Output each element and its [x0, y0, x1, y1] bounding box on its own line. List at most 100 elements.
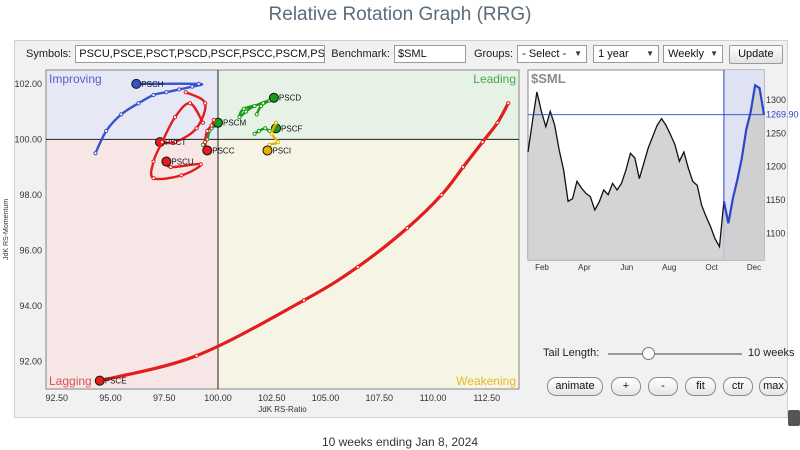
tail-point-psci [273, 120, 279, 125]
price-x-tick-label: Apr [578, 263, 591, 272]
tail-point-psce [480, 140, 485, 145]
head-point-psce [94, 375, 105, 386]
y-tick-label: 98.00 [19, 190, 42, 200]
tail-point-pscu [172, 115, 178, 120]
tail-point-pscc [209, 123, 214, 128]
quadrant-label-leading: Leading [473, 72, 516, 86]
series-label-pscc: PSCC [212, 146, 234, 155]
tail-point-psct [172, 140, 178, 145]
price-x-tick-label: Feb [535, 263, 549, 272]
tail-point-pscd [252, 103, 257, 109]
groups-label: Groups: [473, 48, 514, 60]
tail-point-psce [301, 298, 307, 303]
series-label-pscf: PSCF [281, 124, 302, 133]
groups-select-value: - Select - [522, 48, 567, 60]
period-select[interactable]: 1 year ▼ [593, 45, 660, 63]
y-tick-label: 102.00 [14, 79, 42, 89]
tail-point-pscd [241, 106, 246, 111]
tail-point-psch [151, 92, 156, 98]
toolbar: Symbols: PSCU,PSCE,PSCT,PSCD,PSCF,PSCC,P… [26, 44, 783, 64]
chevron-down-icon: ▼ [646, 49, 655, 58]
price-x-tick-label: Oct [705, 263, 718, 272]
tail-point-psch [93, 151, 98, 156]
zoom-in-button[interactable]: + [611, 377, 641, 396]
tail-point-psch [164, 90, 169, 95]
series-label-psch: PSCH [141, 80, 163, 89]
tail-point-pscd [258, 103, 264, 109]
x-axis-label: JdK RS-Ratio [258, 405, 307, 414]
price-chart-title: $SML [531, 71, 566, 86]
benchmark-input[interactable]: $SML [393, 45, 466, 63]
tail-point-pscu [179, 173, 184, 178]
price-y-tick-label: 1150 [766, 195, 785, 205]
update-button[interactable]: Update [729, 44, 783, 64]
tail-point-psct [203, 101, 208, 106]
symbols-input[interactable]: PSCU,PSCE,PSCT,PSCD,PSCF,PSCC,PSCM,PSCH [75, 45, 326, 63]
quadrant-lagging [46, 139, 218, 389]
benchmark-label: Benchmark: [331, 48, 390, 60]
series-label-psct: PSCT [165, 138, 186, 147]
tail-point-pscf [256, 128, 261, 134]
tail-point-psch [177, 87, 182, 92]
symbols-label: Symbols: [26, 48, 72, 60]
tail-point-psch [136, 101, 141, 106]
y-tick-label: 100.00 [14, 134, 42, 144]
price-y-tick-label: 1100 [766, 228, 785, 238]
tail-point-pscu [200, 120, 206, 125]
tail-point-psci [276, 140, 281, 145]
tail-point-psce [405, 226, 410, 231]
tail-length-slider-thumb[interactable] [642, 347, 656, 360]
animate-button[interactable]: animate [547, 377, 603, 396]
tail-psce [98, 101, 510, 383]
price-y-tick-label: 1300 [766, 95, 786, 105]
tail-point-pscd [243, 109, 249, 114]
tail-point-pscd [254, 112, 259, 117]
x-tick-label: 107.50 [365, 393, 393, 403]
tail-point-pscu [151, 176, 156, 181]
tail-point-pscu [198, 162, 203, 167]
series-label-pscu: PSCU [171, 158, 193, 167]
y-tick-label: 96.00 [19, 245, 42, 255]
tail-length-slider[interactable] [608, 353, 742, 355]
series-label-psci: PSCI [272, 146, 291, 155]
tail-point-psch [104, 128, 109, 134]
price-x-tick-label: Jun [620, 263, 633, 272]
head-point-pscc [202, 145, 213, 156]
price-line [527, 91, 725, 249]
tail-point-psci [269, 131, 274, 136]
tail-point-pscu [160, 140, 165, 145]
quadrant-label-weakening: Weakening [456, 374, 516, 388]
frequency-select[interactable]: Weekly ▼ [663, 45, 724, 63]
x-tick-label: 97.50 [153, 393, 176, 403]
center-button[interactable]: ctr [723, 377, 753, 396]
groups-select[interactable]: - Select - ▼ [517, 45, 588, 63]
tail-length-label: Tail Length: [543, 347, 600, 359]
tail-point-psch [119, 112, 124, 117]
price-y-tick-label: 1250 [766, 128, 786, 138]
tail-point-psch [196, 81, 201, 86]
head-point-pscd [268, 92, 279, 103]
date-range-caption: 10 weeks ending Jan 8, 2024 [321, 435, 479, 449]
quadrant-leading [218, 70, 519, 140]
series-label-psce: PSCE [105, 377, 127, 386]
fit-button[interactable]: fit [685, 377, 716, 396]
zoom-out-button[interactable]: - [648, 377, 678, 396]
chevron-down-icon: ▼ [710, 49, 719, 58]
scroll-handle-icon[interactable] [788, 410, 800, 426]
tail-point-pscu [151, 159, 156, 164]
tail-point-psce [506, 101, 511, 106]
price-x-tick-label: Aug [662, 263, 676, 272]
tail-point-psce [194, 353, 199, 358]
tail-point-pscc [203, 140, 208, 145]
period-select-value: 1 year [598, 48, 629, 60]
frequency-select-value: Weekly [668, 48, 704, 60]
max-button[interactable]: max [759, 377, 788, 396]
tail-point-psct [194, 126, 199, 131]
current-value-label: 1269.90 [766, 110, 799, 120]
tail-point-pscd [237, 115, 242, 120]
tail-point-psct [183, 90, 188, 95]
quadrant-label-lagging: Lagging [49, 374, 92, 388]
price-y-tick-label: 1200 [766, 162, 786, 172]
